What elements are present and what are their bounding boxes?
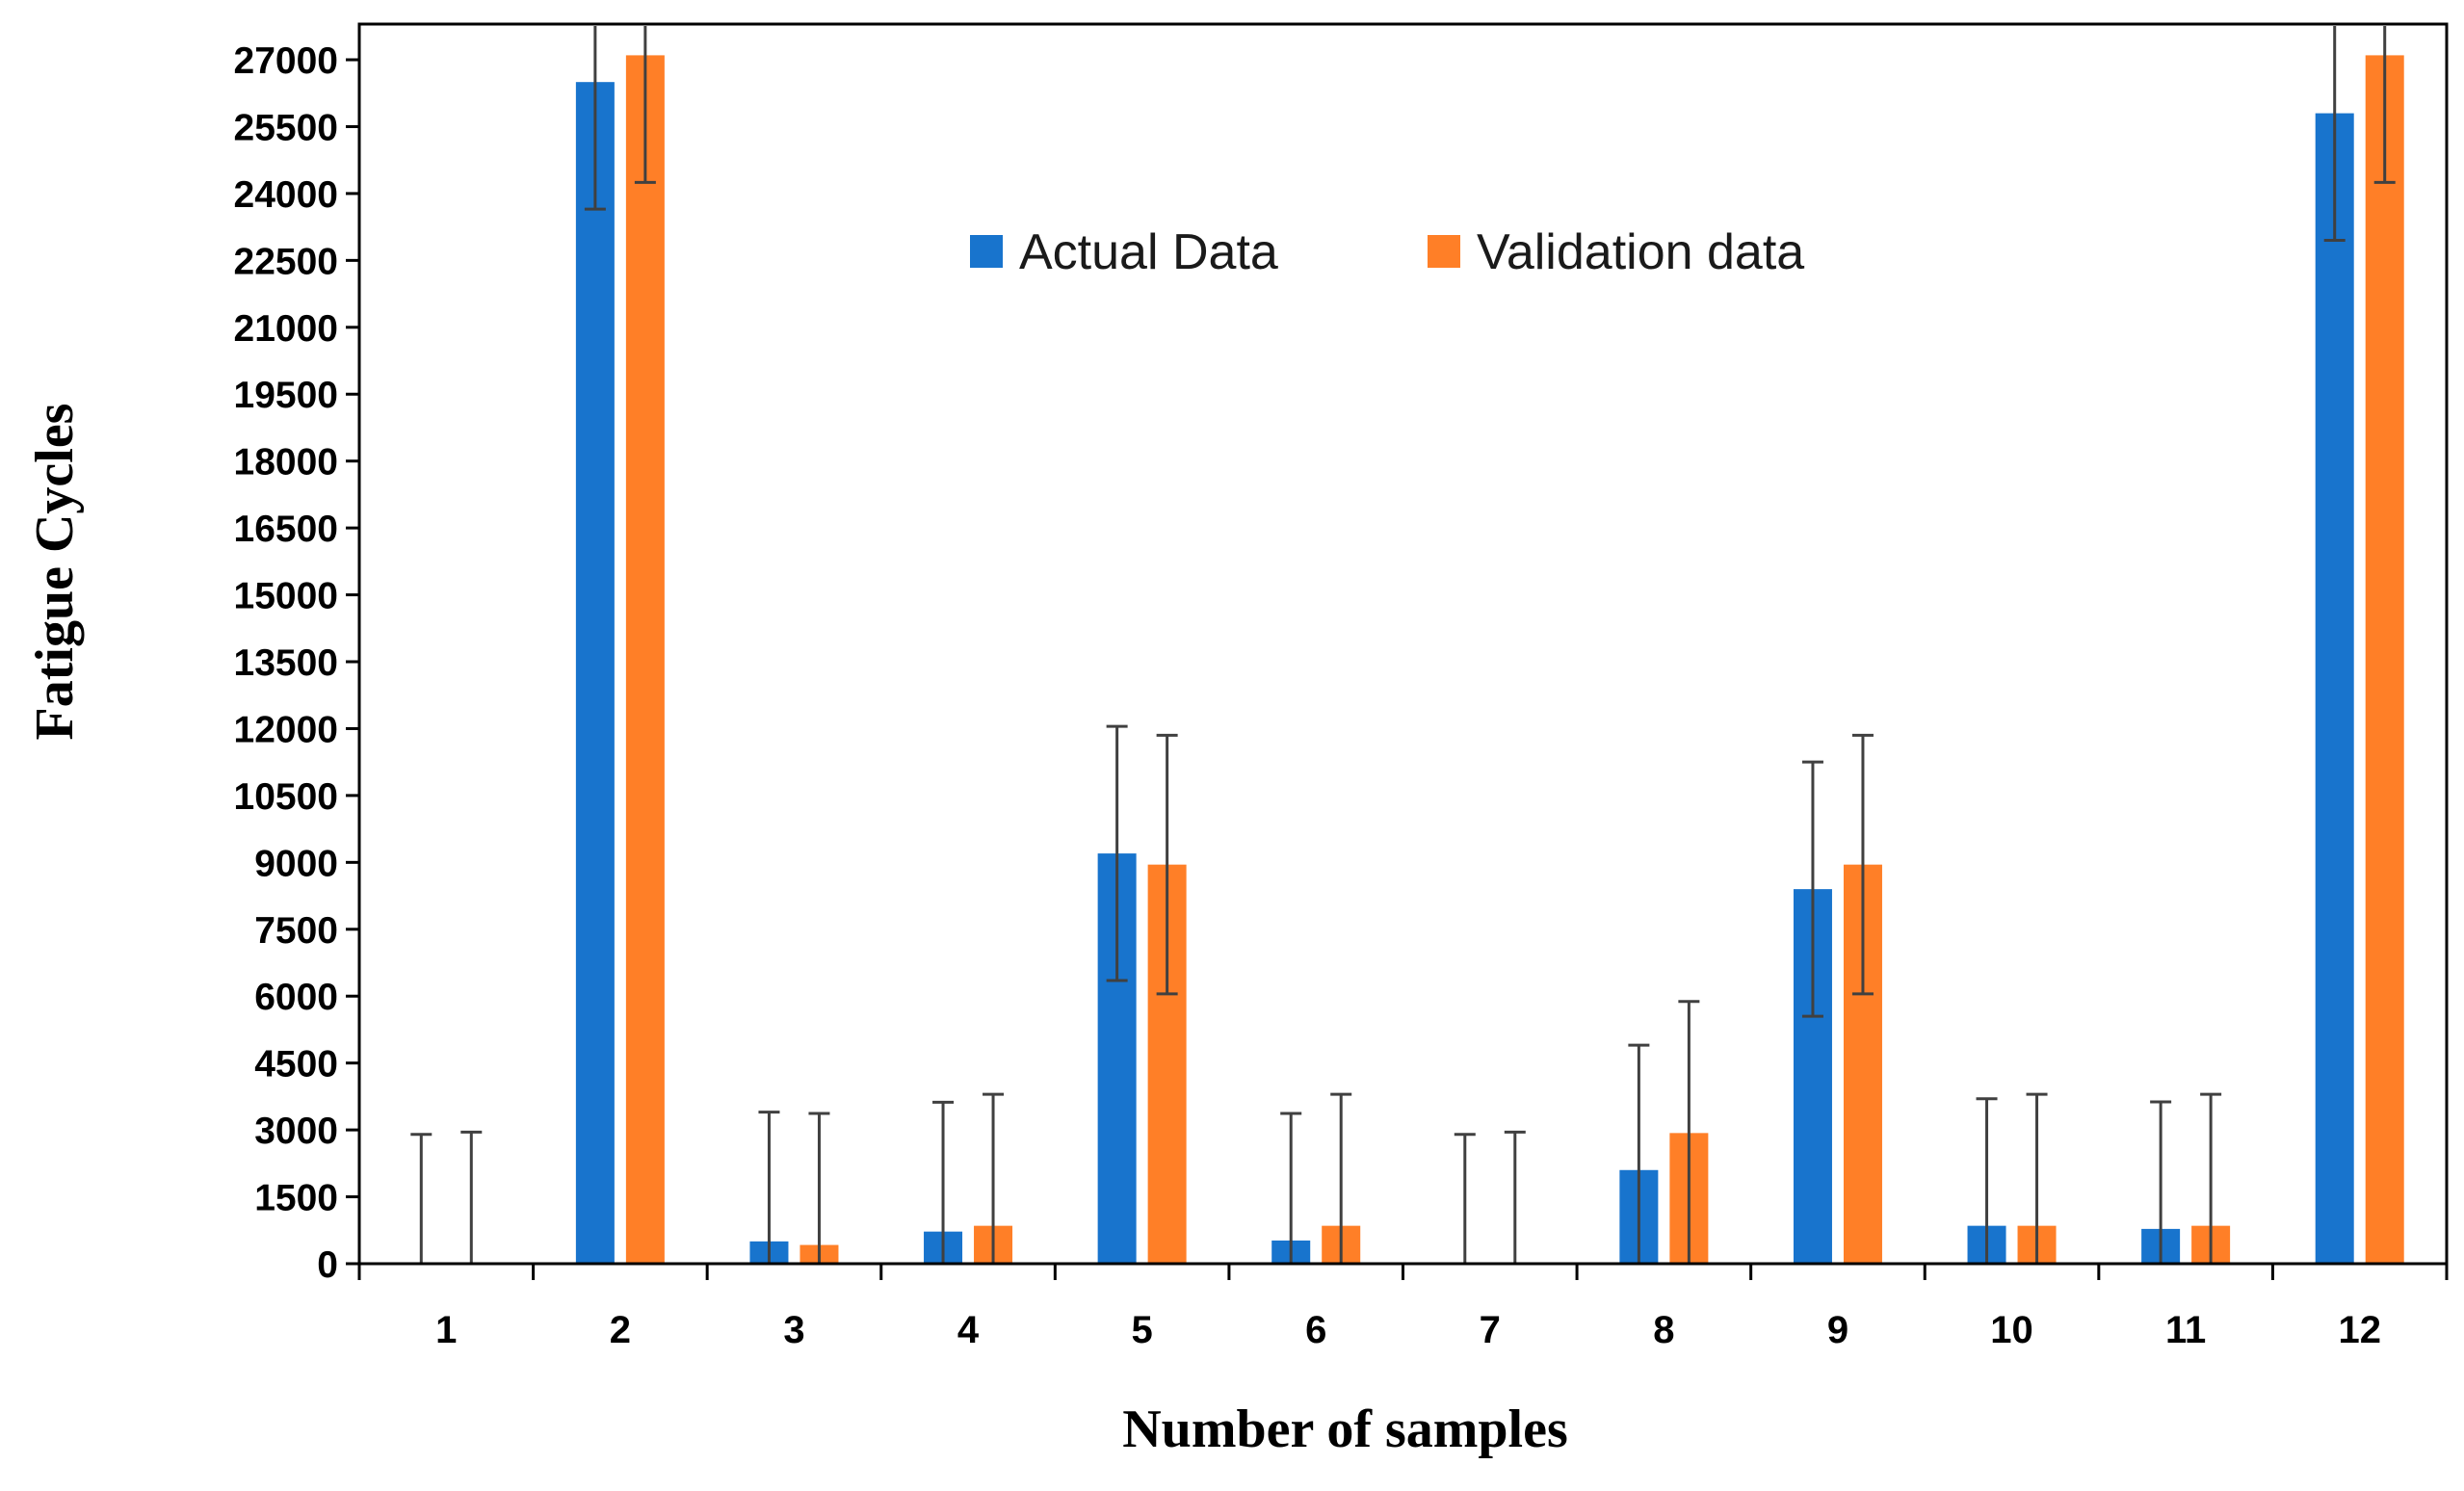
x-axis-title: Number of samples (1122, 1399, 1568, 1459)
y-axis-ticks: 0 1500 3000 4500 6000 7500 9000 10500 12000 13500… (234, 40, 359, 1286)
y-tick-label: 13500 (234, 642, 338, 684)
x-tick-label: 11 (2165, 1309, 2206, 1351)
bar-validation-12 (2365, 55, 2404, 1264)
y-tick-label: 25500 (234, 107, 338, 148)
y-tick-label: 6000 (254, 977, 338, 1018)
legend: Actual Data Validation data (970, 224, 1804, 280)
errorbar-layer (410, 26, 2396, 1264)
x-tick-label: 12 (2338, 1309, 2381, 1351)
y-tick-label: 3000 (254, 1111, 338, 1152)
y-tick-label: 22500 (234, 241, 338, 282)
y-tick-label: 9000 (254, 843, 338, 884)
y-tick-label: 12000 (234, 709, 338, 750)
y-tick-label: 10500 (234, 776, 338, 818)
bar-validation-2 (625, 55, 665, 1264)
legend-swatch-actual (970, 235, 1003, 268)
legend-label-validation: Validation data (1477, 224, 1804, 280)
x-tick-label: 7 (1480, 1309, 1501, 1351)
legend-swatch-validation (1428, 235, 1460, 268)
y-tick-label: 19500 (234, 375, 338, 416)
x-tick-label: 10 (1990, 1309, 2033, 1351)
bar-actual-2 (575, 82, 615, 1264)
x-tick-label: 4 (957, 1309, 980, 1351)
x-tick-label: 1 (435, 1309, 457, 1351)
y-tick-label: 16500 (234, 509, 338, 550)
x-tick-label: 2 (610, 1309, 631, 1351)
x-tick-label: 6 (1305, 1309, 1326, 1351)
y-tick-label: 7500 (254, 910, 338, 952)
y-axis-title: Fatigue Cycles (25, 404, 85, 741)
bar-actual-12 (2315, 113, 2354, 1264)
x-axis-ticks: 1 2 3 4 5 6 7 8 9 10 11 12 (357, 1264, 2449, 1351)
y-tick-label: 1500 (254, 1178, 338, 1219)
y-tick-label: 0 (317, 1244, 338, 1286)
legend-label-actual: Actual Data (1019, 224, 1278, 280)
plot-frame (357, 22, 2449, 1266)
x-tick-label: 3 (783, 1309, 804, 1351)
x-tick-label: 5 (1132, 1309, 1153, 1351)
x-tick-label: 9 (1827, 1309, 1848, 1351)
y-tick-label: 21000 (234, 308, 338, 350)
y-tick-label: 24000 (234, 174, 338, 216)
x-tick-label: 8 (1653, 1309, 1674, 1351)
y-tick-label: 15000 (234, 576, 338, 617)
y-tick-label: 27000 (234, 40, 338, 82)
y-tick-label: 18000 (234, 442, 338, 484)
y-tick-label: 4500 (254, 1044, 338, 1086)
